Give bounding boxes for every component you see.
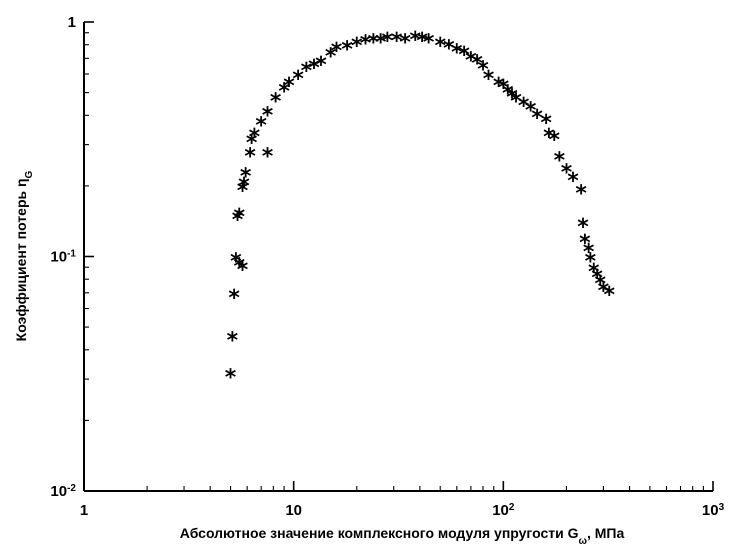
data-point: * [368,30,380,55]
data-point: * [493,74,505,99]
data-point: * [525,99,537,124]
data-point: * [575,181,587,206]
data-point: * [510,90,522,115]
data-point: * [498,76,510,101]
y-tick-label: 1 [68,14,76,31]
data-point: * [244,145,256,170]
data-point: * [331,39,343,64]
data-point: * [416,29,428,54]
data-point: * [465,48,477,73]
data-point: * [577,215,589,240]
data-point: * [399,30,411,55]
y-tick-label: 10-2 [50,483,76,501]
data-point: * [292,67,304,92]
data-point: * [341,38,353,63]
data-point: * [360,32,372,57]
data-point: * [603,283,615,308]
data-point: * [434,34,446,59]
data-point: * [283,74,295,99]
data-point: * [591,266,603,291]
x-axis-title-text: Абсолютное значение комплексного модуля … [180,525,579,541]
x-axis-ticks: 1 10 102 103 [80,481,725,519]
y-axis-title-text: Коэффициент потерь η [13,178,29,341]
minor-ticks [84,32,704,491]
data-point: * [227,329,239,354]
data-point: * [451,40,463,65]
data-point: * [375,30,387,55]
data-point: * [382,29,394,54]
data-point: * [225,366,237,391]
data-point: * [561,160,573,185]
data-point: * [278,80,290,105]
data-point: * [595,272,607,297]
data-points: ************************** *********** ***… [225,28,616,391]
y-axis-title: Коэффициент потерь ηG [13,170,35,341]
data-point: * [567,169,579,194]
x-tick-label: 102 [492,502,515,520]
data-point: * [237,258,249,283]
data-point: * [540,111,552,136]
data-point: * [502,82,514,107]
data-point: * [249,125,261,150]
data-point: * [585,250,597,275]
data-point: * [315,53,327,78]
data-point: * [443,36,455,61]
data-point: * [588,260,600,285]
data-point: * [230,250,242,275]
data-point: * [238,174,250,199]
data-point: * [228,286,240,311]
data-point: * [232,208,244,233]
x-axis-title: Абсолютное значение комплексного модуля … [180,525,625,546]
data-point: * [409,28,421,53]
data-point: * [477,57,489,82]
data-point: * [301,59,313,84]
x-axis-title-subscript: ω [578,536,587,546]
data-point: * [262,145,274,170]
data-point: * [270,90,282,115]
data-point: * [518,94,530,119]
data-point: * [554,148,566,173]
data-point: * [543,125,555,150]
data-point: * [471,51,483,76]
x-tick-label: 103 [702,502,725,520]
y-axis-ticks: 10-2 10-1 1 [50,14,94,500]
y-tick-label: 10-1 [50,248,76,266]
data-point: * [233,205,245,230]
data-point: * [233,255,245,280]
data-point: * [351,34,363,59]
x-axis-title-unit: , МПа [587,525,625,541]
axes [83,22,713,492]
data-point: * [325,44,337,69]
data-point: * [391,29,403,54]
data-point: * [549,128,561,153]
x-tick-label: 1 [80,502,88,519]
data-point: * [237,179,249,204]
data-point: * [531,106,543,131]
data-point: * [262,103,274,128]
data-point: * [506,86,518,111]
data-point: * [598,279,610,304]
data-point: * [458,43,470,68]
data-point: * [579,231,591,256]
data-point: * [240,165,252,190]
data-point: * [255,114,267,139]
data-point: * [423,30,435,55]
data-point: * [583,240,595,265]
x-tick-label: 10 [285,502,302,519]
data-point: * [246,131,258,156]
data-point: * [483,67,495,92]
data-point: * [308,56,320,81]
y-axis-title-subscript: G [24,170,35,178]
